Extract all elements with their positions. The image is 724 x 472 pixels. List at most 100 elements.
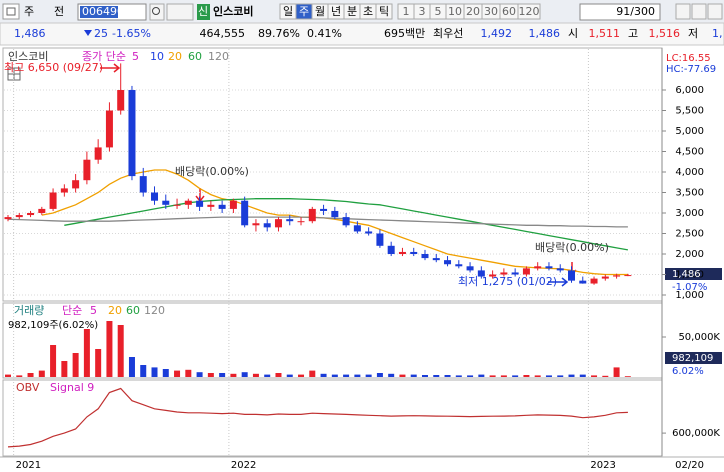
candle-body [511,272,519,275]
volume-bar [230,373,237,377]
period-label: 10 [448,5,462,18]
candle-body [432,258,440,261]
ma-line [41,169,628,276]
legend-item: 120 [208,50,229,63]
volume-bar [128,357,135,377]
volume-bar [433,375,440,377]
volume-bar [117,325,124,377]
volume-bar [61,361,68,377]
candle-body [466,266,474,271]
candle-body [308,208,316,222]
info-bg [0,22,724,46]
info-cell: 1,486 [529,27,561,40]
period-label: 초 [363,5,373,18]
candle-body [444,260,452,265]
candle-body [151,192,159,201]
search-button[interactable] [149,3,165,21]
candle-body [241,200,249,226]
x-tick-label: 2022 [231,460,256,471]
x-tick-label: 2023 [590,460,615,471]
volume-bar [320,373,327,377]
period-label: 주 [299,5,309,18]
period-label: 분 [347,5,357,18]
legend-title: 거래량 [14,304,44,317]
y-tick-label: 3,500 [675,188,704,199]
volume-bar [624,376,631,377]
info-cell: 1, [712,27,723,40]
period-label: 틱 [379,5,389,18]
period-label: 월 [315,5,325,18]
y-tick-label: 2,500 [675,229,704,240]
tool-button[interactable] [675,3,691,20]
badge-bg [197,4,210,20]
volume-bar [106,321,113,377]
y-tick-label: 1,500 [675,269,704,280]
period-button[interactable] [375,3,393,20]
candle-body [601,276,609,279]
candle-body [27,213,35,216]
volume-bar [579,374,586,377]
info-cell: 695백만 [384,27,425,40]
last-price-box [665,268,722,280]
sound-button[interactable] [166,3,194,21]
period-label: 3 [419,5,426,18]
date-label: 02/20 [675,460,704,471]
volume-bar [545,375,552,377]
legend-item: 60 [188,50,202,63]
volume-bar [72,353,79,377]
candle-body [207,204,215,207]
info-cell: 저 [688,27,698,40]
volume-bar [478,374,485,377]
volume-bar [534,375,541,377]
volume-bar [196,372,203,377]
volume-bar [95,349,102,377]
count-box[interactable] [579,3,661,21]
candle-body [421,254,429,259]
candle-body [229,200,237,209]
volume-bar [185,369,192,377]
last-volume: 982,109 [672,353,713,364]
code-highlight [80,6,118,18]
x-tick-label: 2021 [16,460,41,471]
candle-body [196,200,204,207]
count: 91/300 [616,5,655,18]
period-label: 1 [403,5,410,18]
volume-bar [467,375,474,377]
volume-bar [83,329,90,377]
candle-body [162,200,170,205]
info-cell: 고 [628,27,638,40]
candle-body [117,90,125,111]
legend-item: 5 [90,304,97,317]
lc-label: LC:16.55 [666,53,711,64]
last-price: 1,486 [672,269,701,280]
annotation: 배당락(0.00%) [175,165,249,178]
candle-body [38,208,46,214]
period-label: 30 [484,5,498,18]
candle-body [342,217,350,226]
legend-item: 20 [168,50,182,63]
info-cell: 1,486 [14,27,46,40]
legend-item: 5 [132,50,139,63]
menu-icon[interactable] [2,3,20,20]
volume-bar [298,374,305,377]
legend-item: OBV [16,381,40,394]
annotation: 배당락(0.00%) [535,241,609,254]
volume-bar [264,374,271,377]
legend-title: 인스코비 [8,50,48,63]
volume-bar [252,373,259,377]
period-button[interactable] [517,3,541,20]
candle-body [489,274,497,277]
candle-body [320,208,328,211]
candle-body [398,251,406,255]
y-tick-label: 6,000 [675,85,704,96]
candle-body [624,275,632,277]
y-tick-label: 50,000K [678,332,720,343]
volume-bar [207,373,214,377]
period-label: 60 [502,5,516,18]
tool-button[interactable] [707,3,723,20]
tool-button[interactable] [691,3,707,20]
volume-bar [410,374,417,377]
stock-name: 인스코비 [213,4,253,18]
candle-body [365,231,373,234]
y-tick-label: 600,000K [672,428,720,439]
